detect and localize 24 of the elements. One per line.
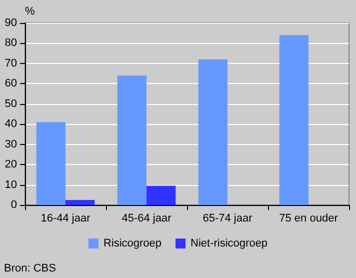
y-tick-label: 30 xyxy=(4,138,17,150)
y-tick-label: 70 xyxy=(4,57,17,70)
bar xyxy=(117,76,146,205)
bar xyxy=(66,200,95,205)
bar xyxy=(279,35,308,205)
y-tick-label: 40 xyxy=(4,118,17,130)
legend-label: Risicogroep xyxy=(103,238,162,250)
y-tick-label: 80 xyxy=(4,37,17,50)
y-tick-label: 50 xyxy=(4,98,17,110)
bar xyxy=(146,186,176,205)
x-tick-label: 65-74 jaar xyxy=(202,212,253,224)
bar xyxy=(198,59,228,205)
y-tick-label: 60 xyxy=(4,78,17,90)
text: Bron: CBS xyxy=(4,262,56,274)
y-tick-label: 0 xyxy=(10,199,17,211)
y-tick-label: 90 xyxy=(4,17,17,29)
x-tick-label: 16-44 jaar xyxy=(40,212,91,224)
bar xyxy=(36,122,66,205)
x-tick-label: 75 en ouder xyxy=(279,212,338,224)
x-tick-label: 45-64 jaar xyxy=(122,212,172,224)
y-tick-label: 20 xyxy=(4,158,17,171)
y-tick-label: 10 xyxy=(4,178,17,191)
legend-label: Niet-risicogroep xyxy=(190,238,268,250)
y-axis-title: % xyxy=(25,6,35,18)
